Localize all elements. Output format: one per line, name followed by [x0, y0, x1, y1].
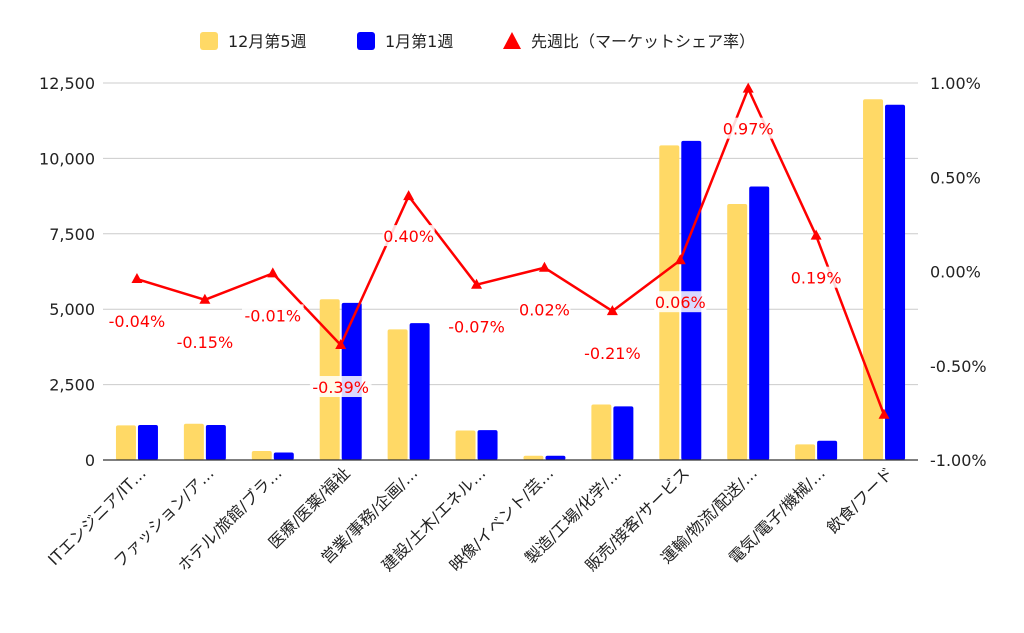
legend-swatch — [200, 32, 218, 50]
data-point-marker — [335, 339, 347, 350]
y-right-tick-label: -0.50% — [930, 357, 987, 376]
y-right-tick-label: 0.00% — [930, 263, 981, 282]
y-left-tick-label: 5,000 — [49, 300, 95, 319]
bar — [817, 440, 838, 460]
bar — [455, 430, 476, 460]
bar — [251, 450, 272, 460]
data-label: 0.02% — [519, 301, 570, 320]
data-label: 0.97% — [723, 120, 774, 139]
legend-label: 12月第5週 — [228, 32, 307, 51]
bar — [885, 104, 906, 460]
data-point-marker — [810, 229, 822, 240]
bar — [477, 430, 498, 460]
data-label-bg — [174, 330, 236, 352]
data-label-bg — [654, 291, 707, 313]
data-label-bg — [382, 225, 435, 247]
bars — [115, 99, 906, 461]
data-point-marker — [471, 278, 483, 289]
data-label-bg — [241, 304, 304, 326]
legend-label: 先週比（マーケットシェア率） — [531, 32, 755, 51]
data-point-marker — [403, 190, 415, 201]
y-left-tick-label: 7,500 — [49, 225, 95, 244]
axes: 0 2,500 5,000 7,500 10,000 12,500 -1.00% -0.50%… — [39, 74, 987, 575]
bar — [523, 455, 544, 460]
y-right-tick-label: 0.50% — [930, 168, 981, 187]
data-label-bg — [518, 298, 571, 320]
y-right-tick-label: -1.00% — [930, 451, 987, 470]
data-point-marker — [674, 254, 686, 265]
bar — [795, 444, 816, 460]
data-label: -0.39% — [312, 378, 369, 397]
gridlines — [103, 82, 918, 386]
data-label: -0.15% — [177, 333, 234, 352]
data-label: 0.06% — [655, 293, 706, 312]
data-label: -0.07% — [448, 318, 505, 337]
legend-swatch — [503, 32, 521, 49]
data-point-marker — [267, 267, 279, 278]
bar — [205, 425, 226, 460]
bar — [727, 203, 748, 461]
data-label: -0.04% — [109, 312, 166, 331]
x-tick-label: 飲食/フード — [823, 463, 897, 537]
legend: 12月第5週 1月第1週 先週比（マーケットシェア率） — [200, 32, 755, 51]
data-label-bg — [106, 310, 168, 332]
y-left-tick-label: 10,000 — [39, 149, 95, 168]
data-label: -0.21% — [584, 344, 641, 363]
data-point-marker — [538, 261, 550, 272]
data-label: 0.19% — [791, 269, 842, 288]
data-label-bg — [445, 315, 508, 337]
data-point-marker — [742, 82, 754, 93]
data-point-marker — [199, 293, 211, 304]
bar — [273, 452, 294, 460]
bar — [749, 186, 770, 461]
data-point-marker — [131, 273, 143, 284]
bar — [613, 406, 634, 460]
y-right-tick-label: 1.00% — [930, 74, 981, 93]
data-label-bg — [722, 117, 775, 139]
bar — [591, 404, 612, 460]
data-label-bg — [581, 342, 644, 364]
bar — [115, 425, 136, 460]
series-line — [136, 87, 886, 416]
share-line: -0.04% -0.15% -0.01% -0.39% 0.40% -0.07% 0.02%… — [106, 82, 890, 419]
data-point-marker — [878, 408, 890, 419]
bar — [545, 455, 566, 460]
data-label-bg — [309, 376, 372, 398]
data-label: -0.01% — [244, 306, 301, 325]
bar — [409, 323, 430, 460]
y-left-tick-label: 2,500 — [49, 376, 95, 395]
data-label: 0.40% — [383, 227, 434, 246]
bar — [137, 425, 158, 460]
bar — [387, 329, 408, 460]
data-point-marker — [606, 305, 618, 316]
data-label-bg — [790, 266, 843, 288]
y-left-tick-label: 12,500 — [39, 74, 95, 93]
bar — [183, 423, 204, 460]
legend-label: 1月第1週 — [385, 32, 453, 51]
legend-swatch — [357, 32, 375, 50]
y-left-tick-label: 0 — [85, 451, 95, 470]
